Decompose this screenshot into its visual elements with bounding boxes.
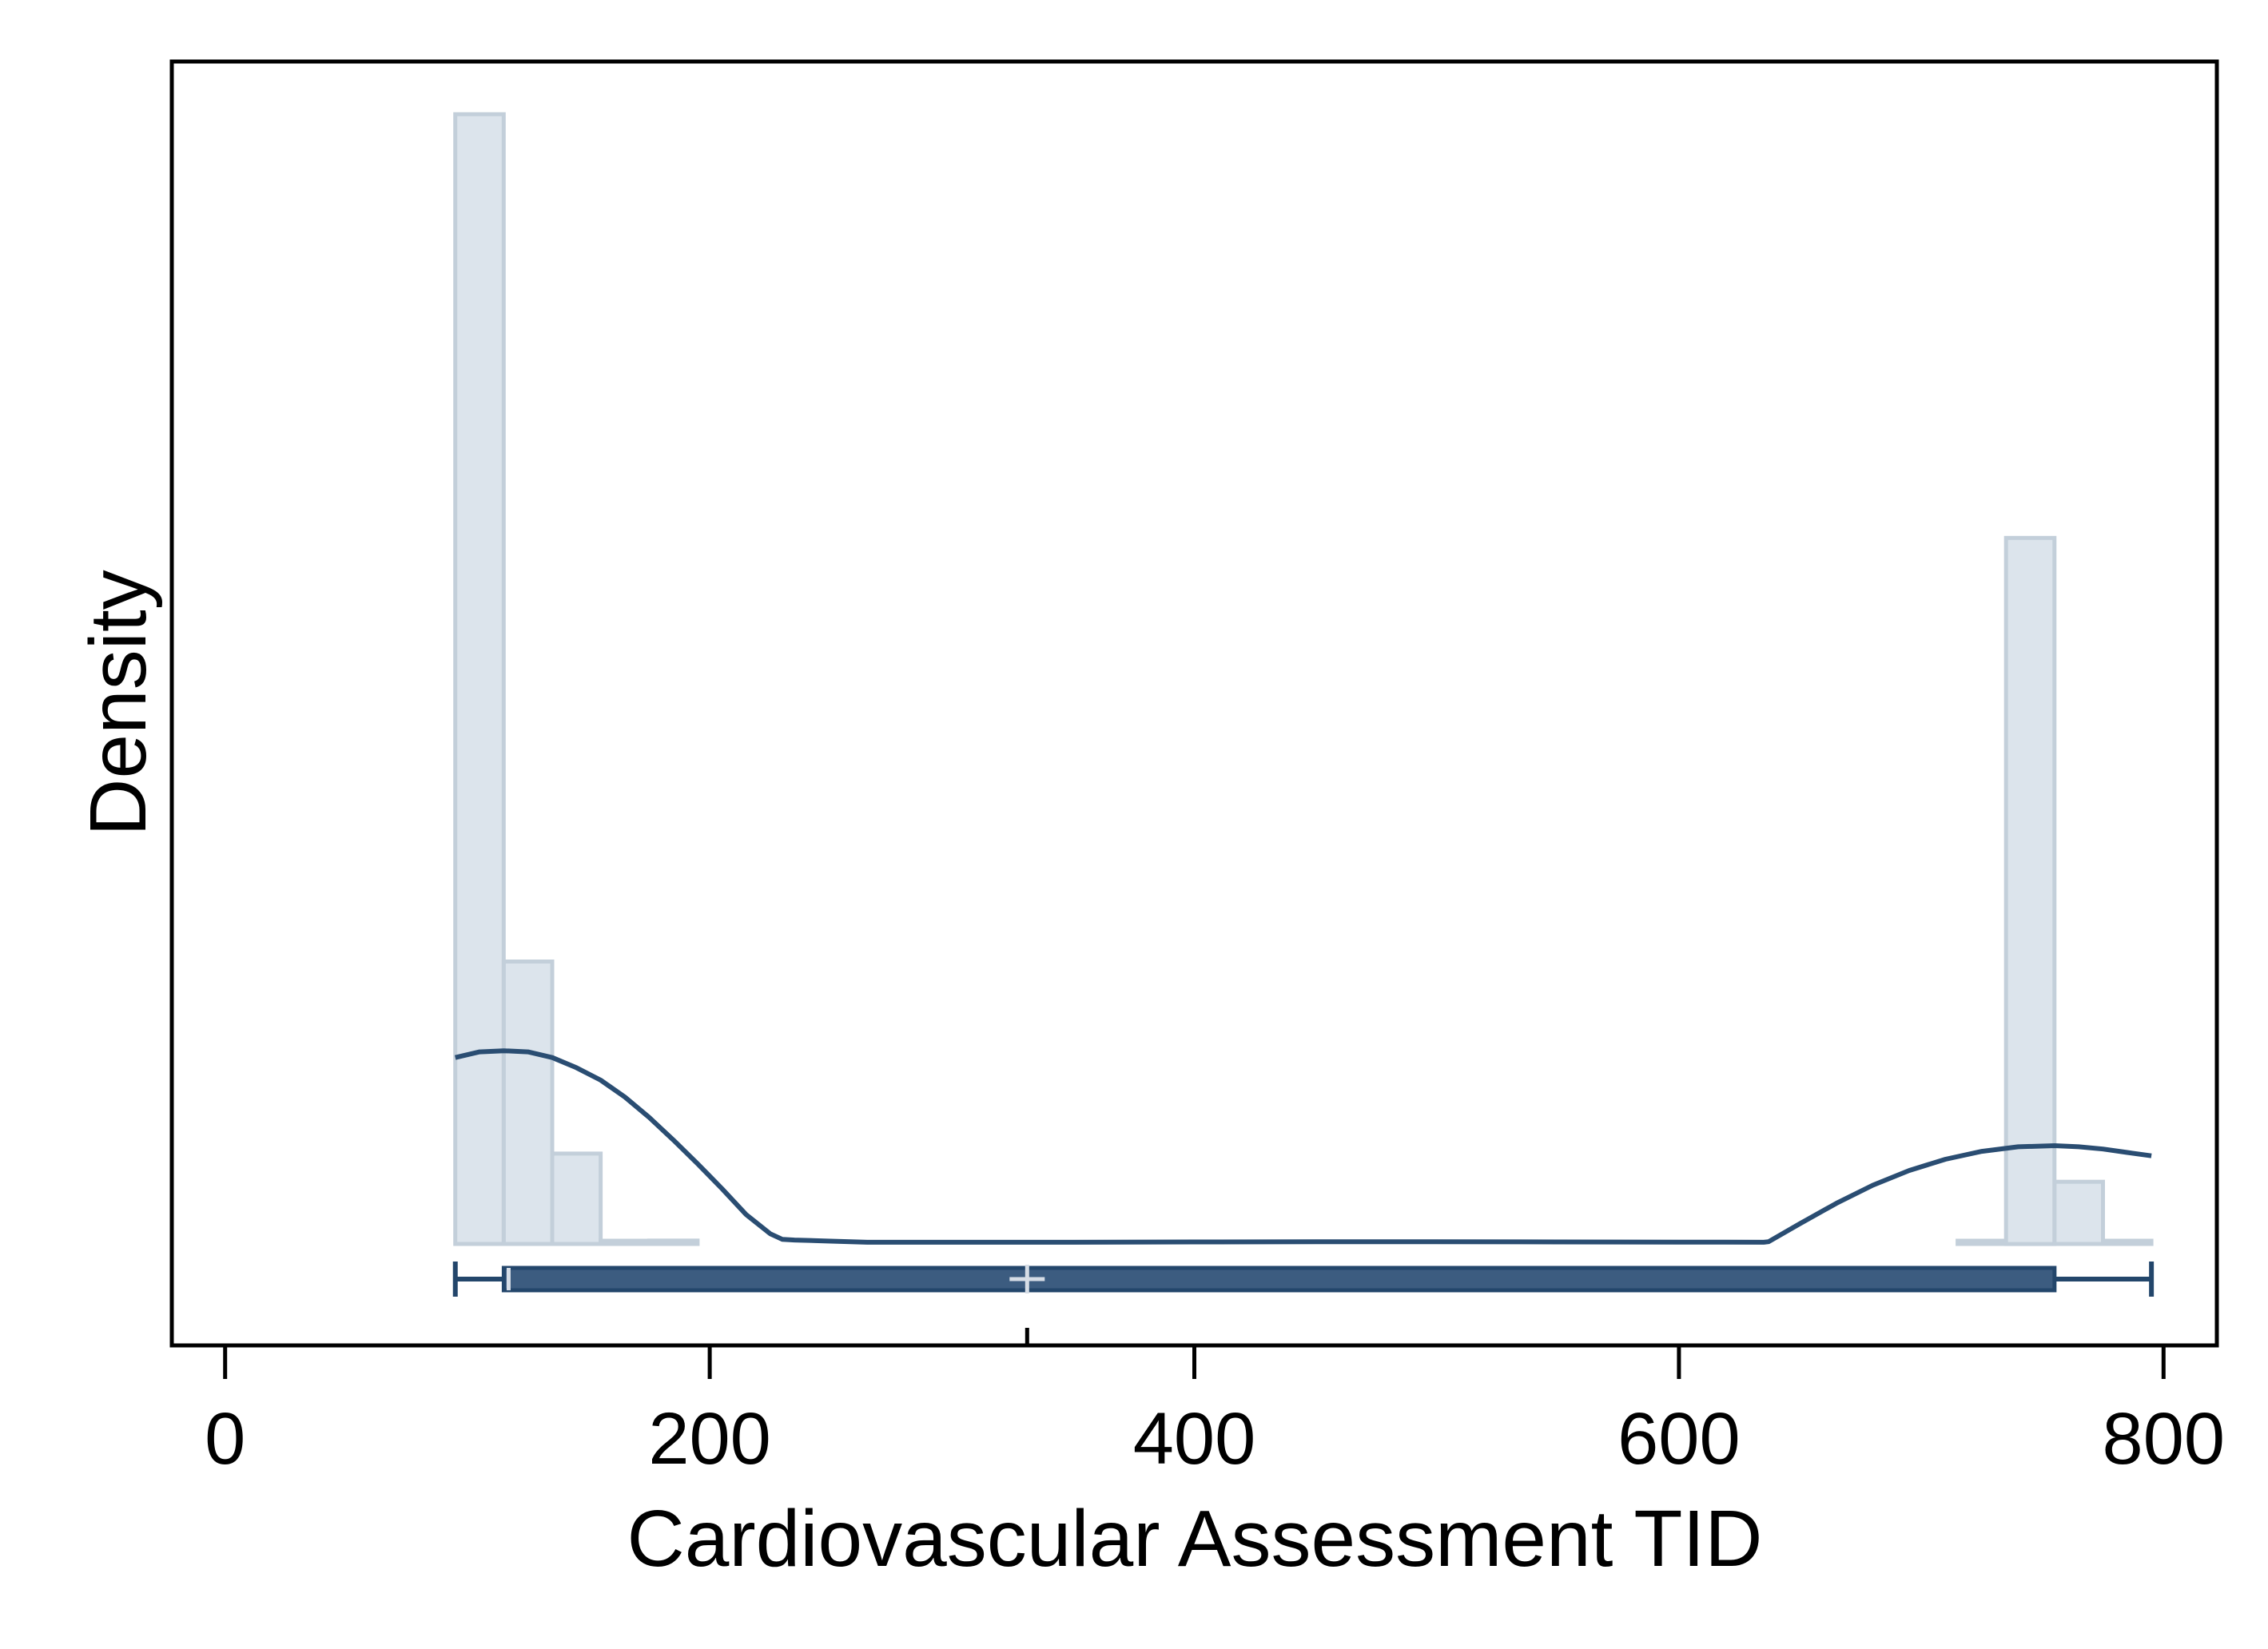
histogram-bar — [599, 1238, 651, 1246]
histogram-bar — [2052, 1179, 2105, 1246]
x-tick-label: 200 — [648, 1398, 771, 1480]
histogram-bar — [550, 1151, 603, 1246]
x-axis: 0 200 400 600 800 — [205, 1345, 2225, 1480]
histogram-bar — [2003, 535, 2057, 1246]
histogram-bar — [1956, 1238, 2008, 1246]
boxplot-box — [501, 1266, 2057, 1293]
x-tick-label: 800 — [2103, 1398, 2226, 1480]
y-axis-title: Density — [74, 570, 163, 836]
x-tick-label: 400 — [1133, 1398, 1256, 1480]
histogram-bar — [2101, 1238, 2154, 1246]
histogram-bar — [501, 960, 555, 1246]
kde-line — [455, 1048, 2152, 1245]
x-axis-title: Cardiovascular Assessment TID — [627, 1494, 1763, 1583]
x-tick-label: 0 — [205, 1398, 245, 1480]
kde-layer — [455, 1048, 2152, 1245]
bars-layer — [453, 112, 2154, 1246]
boxplot — [452, 1262, 2155, 1345]
x-tick-label: 600 — [1617, 1398, 1741, 1480]
histogram-bar — [453, 112, 506, 1246]
histogram-bar — [647, 1238, 700, 1246]
